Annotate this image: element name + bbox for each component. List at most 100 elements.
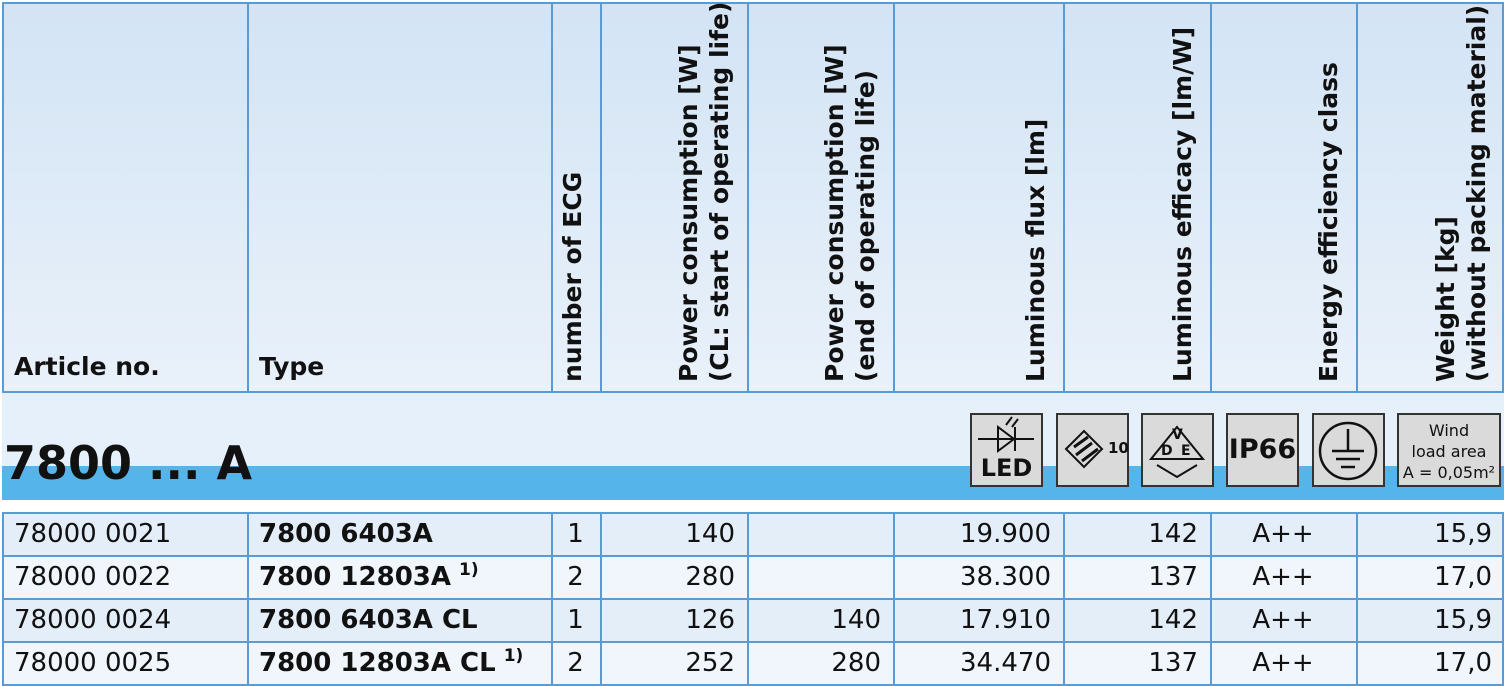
header-text: Type bbox=[259, 352, 325, 381]
header-text: Energy efficiency class bbox=[1314, 62, 1343, 382]
column-header: Type bbox=[259, 352, 324, 381]
table-cell: 252 bbox=[600, 642, 747, 685]
table-row bbox=[4, 600, 1502, 641]
column-divider bbox=[247, 512, 249, 686]
table-cell: 142 bbox=[1063, 513, 1210, 556]
led-icon: LED bbox=[970, 413, 1043, 487]
column-divider bbox=[600, 2, 602, 393]
table-cell: A++ bbox=[1210, 513, 1356, 556]
cell-text: 15,9 bbox=[1434, 605, 1492, 635]
cell-text: 34.470 bbox=[960, 648, 1051, 678]
cell-text: 252 bbox=[685, 648, 735, 678]
cell-text: 17,0 bbox=[1434, 562, 1492, 592]
cell-text: 17.910 bbox=[960, 605, 1051, 635]
table-cell: 78000 0024 bbox=[2, 599, 247, 642]
icon-letter: D bbox=[1161, 443, 1173, 459]
table-cell: 140 bbox=[747, 599, 893, 642]
table-cell: 126 bbox=[600, 599, 747, 642]
cell-text: 1 bbox=[567, 605, 584, 635]
column-divider bbox=[1356, 512, 1358, 686]
footnote-ref: 1) bbox=[459, 560, 479, 581]
cell-text: 2 bbox=[567, 562, 584, 592]
table-cell: 7800 6403A CL bbox=[247, 599, 551, 642]
footnote-ref: 1) bbox=[503, 646, 524, 667]
header-text: Luminous flux [lm] bbox=[1021, 118, 1050, 382]
icon-label: IP66 bbox=[1228, 434, 1297, 465]
ip-icon: IP66 bbox=[1226, 413, 1299, 487]
header-row bbox=[2, 2, 1504, 393]
icon-label: LED bbox=[980, 454, 1033, 482]
cell-text: 126 bbox=[685, 605, 735, 635]
table-cell: 17,0 bbox=[1356, 642, 1504, 685]
table-cell: 7800 12803A CL 1) bbox=[247, 642, 551, 685]
cell-text: 137 bbox=[1148, 648, 1198, 678]
cell-text: 78000 0022 bbox=[14, 562, 172, 592]
column-divider bbox=[747, 512, 749, 686]
cell-text: A++ bbox=[1252, 605, 1314, 635]
column-divider bbox=[600, 512, 602, 686]
header-text: number of ECG bbox=[558, 171, 587, 382]
cell-text: 140 bbox=[685, 519, 735, 549]
ground-symbol bbox=[1318, 421, 1378, 481]
table-cell: 137 bbox=[1063, 556, 1210, 599]
cell-text: 280 bbox=[685, 562, 735, 592]
table-cell: 1 bbox=[551, 599, 600, 642]
table-cell: 280 bbox=[600, 556, 747, 599]
table-cell: 17.910 bbox=[893, 599, 1063, 642]
cell-text: 280 bbox=[831, 648, 881, 678]
column-divider bbox=[551, 2, 553, 393]
header-text: (end of operating life) bbox=[851, 69, 880, 382]
header-text: Article no. bbox=[14, 352, 160, 381]
cell-text: 38.300 bbox=[960, 562, 1051, 592]
icon-letter: E bbox=[1181, 443, 1191, 459]
ground-icon bbox=[1312, 413, 1385, 487]
table-cell: 2 bbox=[551, 556, 600, 599]
column-header: Energy efficiency class bbox=[1313, 12, 1344, 382]
table-cell: 78000 0021 bbox=[2, 513, 247, 556]
column-header: Weight [kg] (without packing material) bbox=[1430, 5, 1492, 382]
wind-icon: Wind load area A = 0,05m² bbox=[1397, 413, 1501, 487]
row-divider bbox=[2, 555, 1504, 557]
cell-text: 78000 0021 bbox=[14, 519, 172, 549]
cell-text: 19.900 bbox=[960, 519, 1051, 549]
header-text: Weight [kg] bbox=[1431, 216, 1460, 382]
cell-text: 7800 6403A CL bbox=[259, 605, 478, 635]
icon-label: A = 0,05m² bbox=[1402, 463, 1496, 482]
table-cell: 78000 0025 bbox=[2, 642, 247, 685]
table-cell: 38.300 bbox=[893, 556, 1063, 599]
table-cell: 2 bbox=[551, 642, 600, 685]
cell-text: A++ bbox=[1252, 562, 1314, 592]
header-text: (CL: start of operating life) bbox=[705, 1, 734, 382]
table-cell: 15,9 bbox=[1356, 599, 1504, 642]
table-cell: 142 bbox=[1063, 599, 1210, 642]
header-text: Luminous efficacy [lm/W] bbox=[1168, 26, 1197, 382]
column-header: Luminous flux [lm] bbox=[1020, 12, 1051, 382]
table-cell: 7800 6403A bbox=[247, 513, 551, 556]
column-divider bbox=[893, 2, 895, 393]
column-divider bbox=[1210, 2, 1212, 393]
header-text: Power consumption [W] bbox=[820, 44, 849, 382]
column-divider bbox=[551, 512, 553, 686]
column-divider bbox=[1063, 512, 1065, 686]
cell-text: 140 bbox=[831, 605, 881, 635]
column-divider bbox=[1210, 512, 1212, 686]
table-cell: 34.470 bbox=[893, 642, 1063, 685]
header-text: Power consumption [W] bbox=[674, 44, 703, 382]
table-cell: A++ bbox=[1210, 599, 1356, 642]
table-row bbox=[4, 557, 1502, 598]
column-divider bbox=[747, 2, 749, 393]
header-text: (without packing material) bbox=[1462, 4, 1491, 382]
table-cell: 78000 0022 bbox=[2, 556, 247, 599]
cell-text: 1 bbox=[567, 519, 584, 549]
table-cell: 17,0 bbox=[1356, 556, 1504, 599]
icon-letter: V bbox=[1172, 427, 1183, 443]
row-divider bbox=[2, 641, 1504, 643]
table-cell: 7800 12803A 1) bbox=[247, 556, 551, 599]
table-cell: 137 bbox=[1063, 642, 1210, 685]
cell-text: 7800 12803A CL bbox=[259, 648, 496, 678]
cell-text: 137 bbox=[1148, 562, 1198, 592]
cell-text: 7800 12803A bbox=[259, 562, 451, 592]
table-cell: 19.900 bbox=[893, 513, 1063, 556]
table-cell: 1 bbox=[551, 513, 600, 556]
